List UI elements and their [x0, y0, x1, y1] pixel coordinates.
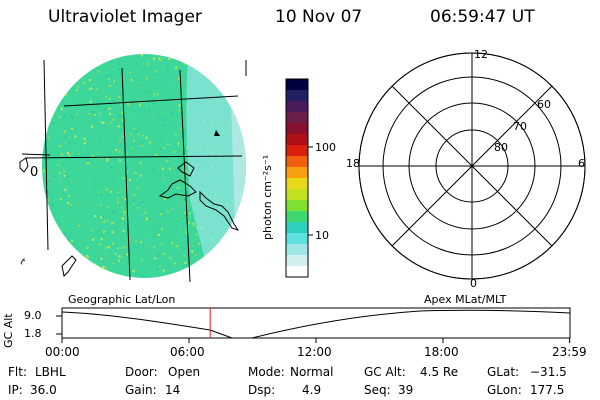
- altitude-plot: [56, 307, 571, 343]
- color-scale-segment: [286, 112, 308, 124]
- info-ip-value: 36.0: [30, 383, 57, 397]
- orbit-marker-icon: [214, 130, 220, 136]
- color-scale-segment: [286, 211, 308, 223]
- altitude-xtick-1800: 18:00: [424, 345, 459, 359]
- info-mode-label: Mode:: [248, 365, 285, 379]
- info-flt-value: LBHL: [35, 365, 66, 379]
- altitude-xtick-2359: 23:59: [552, 345, 587, 359]
- info-glon-value: 177.5: [530, 383, 565, 397]
- altitude-xtick-0000: 00:00: [45, 345, 80, 359]
- mlt-label-18: 18: [346, 157, 360, 170]
- color-scale-segment: [286, 79, 308, 91]
- mlat-label-70: 70: [513, 120, 527, 133]
- info-gain-value: 14: [165, 383, 181, 397]
- info-seq-value: 39: [398, 383, 414, 397]
- altitude-xtick-0600: 06:00: [170, 345, 205, 359]
- colorbar-unit-label: photon cm⁻²s⁻¹: [261, 154, 274, 240]
- info-dsp-value: 4.9: [302, 383, 322, 397]
- time-label: 06:59:47 UT: [430, 7, 535, 27]
- info-flt-label: Flt:: [8, 365, 27, 379]
- altitude-curve: [61, 309, 571, 339]
- info-glat-label: GLat:: [487, 365, 520, 379]
- info-glon-label: GLon:: [487, 383, 522, 397]
- color-scale-segment: [286, 266, 308, 278]
- info-mode-value: Normal: [290, 365, 334, 379]
- altitude-ylabel: GC Alt: [2, 313, 15, 348]
- left-panel-caption: Geographic Lat/Lon: [68, 293, 176, 306]
- color-scale-frame: [285, 78, 309, 278]
- color-scale-segment: [286, 189, 308, 201]
- color-scale-segment: [286, 255, 308, 267]
- mlat-label-60: 60: [537, 98, 551, 111]
- mlt-label-6: 6: [578, 157, 585, 170]
- uv-image-disk: [19, 54, 247, 283]
- mlt-label-12: 12: [474, 48, 488, 61]
- color-scale-segment: [286, 222, 308, 234]
- colorbar-tick-10: 10: [315, 229, 329, 242]
- color-scale-segment: [286, 156, 308, 168]
- mlat-label-80: 80: [494, 141, 508, 154]
- info-gcalt-label: GC Alt:: [364, 365, 406, 379]
- color-scale-segment: [286, 244, 308, 256]
- altitude-xticks: [61, 338, 571, 343]
- lat-lon-grid: [21, 59, 247, 283]
- info-door-label: Door:: [125, 365, 158, 379]
- color-scale-segment: [286, 167, 308, 179]
- info-door-value: Open: [168, 365, 201, 379]
- colorbar-tick-100: 100: [315, 141, 336, 154]
- date-label: 10 Nov 07: [275, 7, 363, 27]
- info-glat-value: −31.5: [530, 365, 567, 379]
- color-scale-segment: [286, 134, 308, 146]
- polar-plot: [358, 52, 586, 280]
- meridian-label: 0: [30, 165, 39, 180]
- mlt-label-0: 0: [470, 277, 477, 290]
- info-seq-label: Seq:: [364, 383, 391, 397]
- instrument-title: Ultraviolet Imager: [48, 7, 202, 27]
- altitude-xtick-1200: 12:00: [297, 345, 332, 359]
- color-scale-segment: [286, 90, 308, 102]
- color-scale-bar: [286, 79, 308, 278]
- info-ip-label: IP:: [8, 383, 23, 397]
- info-gain-label: Gain:: [125, 383, 157, 397]
- right-panel-caption: Apex MLat/MLT: [424, 293, 507, 306]
- color-scale-segment: [286, 145, 308, 157]
- info-gcalt-value: 4.5 Re: [420, 365, 459, 379]
- color-scale-segment: [286, 123, 308, 135]
- altitude-ytick-1-8: 1.8: [24, 327, 42, 340]
- color-scale-segment: [286, 200, 308, 212]
- color-scale-segment: [286, 101, 308, 113]
- altitude-ytick-9: 9.0: [24, 309, 42, 322]
- color-scale-segment: [286, 178, 308, 190]
- color-scale-segment: [286, 233, 308, 245]
- info-dsp-label: Dsp:: [248, 383, 276, 397]
